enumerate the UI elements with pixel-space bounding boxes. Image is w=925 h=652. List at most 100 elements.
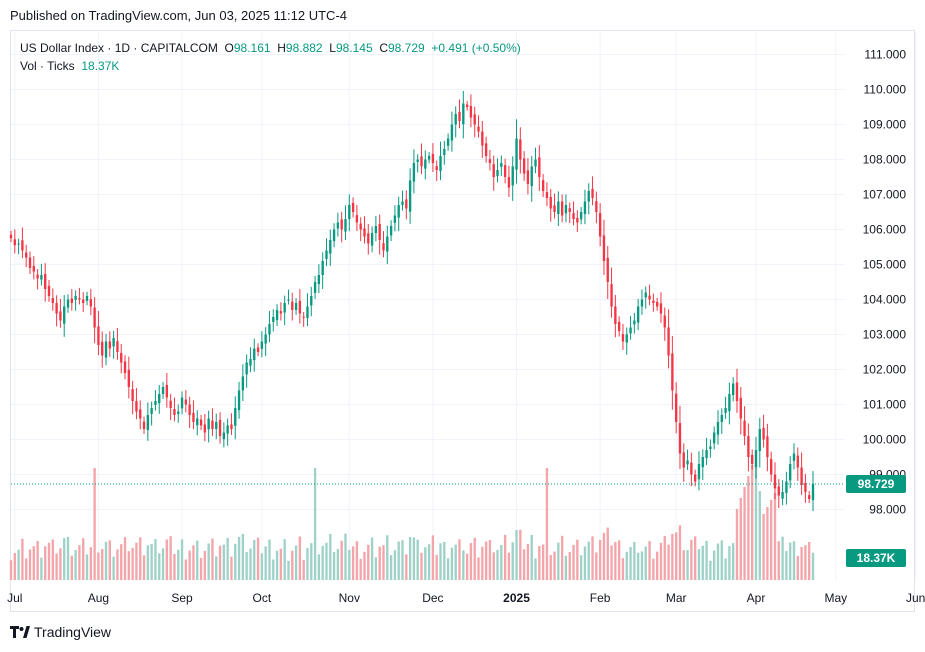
volume-bar [89,547,92,580]
candle [674,382,678,434]
candle-body [743,420,746,436]
candle-body [709,446,712,449]
volume-bar [785,551,788,580]
volume-bar [40,557,43,580]
candle-body [488,159,492,163]
candle [435,160,438,181]
candle-body [576,217,579,223]
volume-bar [424,547,427,580]
volume-bar [716,543,720,580]
x-tick-label: Dec [422,591,443,605]
candle [196,410,199,436]
candle-body [465,104,469,107]
volume-bar [386,535,389,580]
candle [13,229,16,254]
candle [245,354,248,388]
volume-bar [629,546,632,580]
time-axis: Jul Aug Sep Oct Nov Dec 2025 Feb Mar Apr May Jun [7,591,925,605]
volume-bar [701,545,704,580]
legend: US Dollar Index · 1D · CAPITALCOM O98.16… [20,39,521,75]
candle-body [808,495,811,499]
legend-vol-label[interactable]: Vol · Ticks [20,59,75,73]
candle-body [598,213,602,237]
volume-bar [165,539,169,580]
volume-bar [135,542,138,580]
candle [188,396,191,428]
candle [538,145,541,191]
volume-bar [534,558,537,580]
volume-bar [101,548,104,580]
candle-body [344,219,347,232]
candle-body [51,298,54,303]
candle [644,286,647,309]
candle [439,141,442,181]
candle-body [659,303,663,314]
volume-bar [355,541,359,580]
candle-body [268,324,271,335]
candle [131,380,134,415]
candle-body [511,166,514,186]
volume-bar [112,556,115,580]
volume-bar [636,552,640,580]
candle [51,288,54,311]
candle [332,223,336,248]
legend-vol-value: 18.37K [81,59,120,73]
candle-body [633,320,636,325]
volume-bar [374,557,378,580]
volume-bar [310,543,313,580]
price-tag-text: 98.729 [858,477,895,491]
volume-bar [321,545,324,580]
volume-bar [25,558,28,580]
candle [150,401,153,426]
legend-symbol[interactable]: US Dollar Index · 1D · CAPITALCOM [20,41,218,55]
y-tick-label: 102.000 [863,363,907,377]
candle [154,390,157,411]
x-tick-label: Apr [747,591,766,605]
candle [325,238,328,266]
volume-bar [728,546,731,580]
candle-body [21,240,24,251]
candle-body [230,424,233,429]
candle [500,155,503,177]
candle [180,391,184,415]
candle [74,290,77,311]
volume-bar [477,557,480,580]
candle [17,238,20,255]
candle-body [686,460,689,465]
volume-bar [405,554,408,580]
candle [97,311,100,356]
candle [85,291,89,306]
candle [36,268,39,290]
volume-bar [93,468,96,580]
x-tick-label: Mar [666,591,687,605]
volume-bar [777,541,780,580]
legend-l-label: L [329,41,336,55]
x-tick-label: Sep [171,591,193,605]
candle-body [804,482,807,492]
volume-bar [747,476,750,580]
candle-body [173,409,176,415]
candle-body [142,421,146,429]
volume-bar [306,548,309,580]
candle [751,449,754,470]
footer[interactable]: TradingView [10,624,111,640]
y-tick-label: 111.000 [864,48,906,62]
candle [633,313,636,334]
candle-body [70,298,73,303]
candle [443,140,446,165]
chart-frame[interactable] [10,30,915,612]
candle [462,91,465,139]
candle-body [785,481,788,494]
candle [800,452,803,495]
candle-body [515,138,518,170]
volume-bar [17,549,20,580]
candle-body [120,353,123,363]
volume-bar [462,550,465,580]
volume-bar [283,539,286,580]
candle-body [439,156,442,172]
candle-body [712,432,716,444]
candle-body [336,222,340,229]
candle [481,121,484,158]
volume-bar [74,550,77,580]
